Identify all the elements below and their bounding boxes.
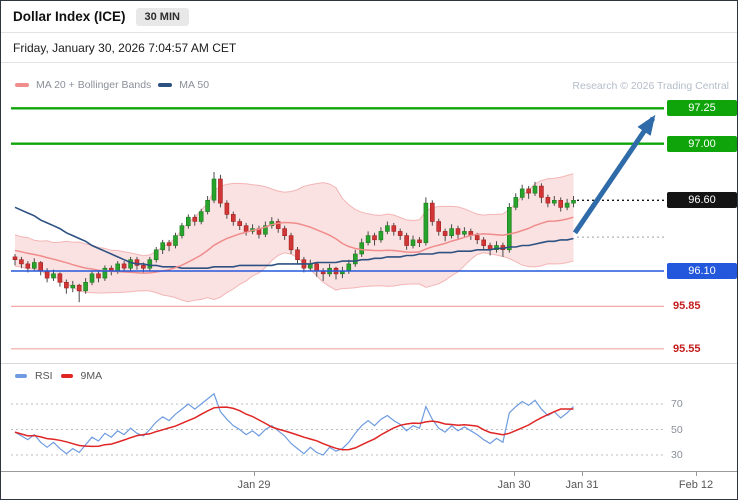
ma20-swatch-icon (15, 83, 29, 87)
timeframe-badge: 30 MIN (135, 7, 189, 26)
rsi-panel-section: RSI 9MA 70 50 30 (1, 363, 738, 472)
time-axis-tick (582, 471, 583, 476)
chart-datetime: Friday, January 30, 2026 7:04:57 AM CET (13, 40, 237, 55)
datetime-bar: Friday, January 30, 2026 7:04:57 AM CET (1, 33, 737, 63)
x-axis-label: Jan 29 (237, 479, 271, 491)
ma50-legend-label: MA 50 (179, 79, 210, 91)
x-axis-label: Jan 30 (497, 479, 531, 491)
rsi-ma-legend-label: 9MA (80, 370, 103, 382)
time-axis-tick (696, 471, 697, 476)
rsi-swatch-icon (15, 374, 27, 378)
rsi-legend-label: RSI (35, 370, 53, 382)
page-title: Dollar Index (ICE) (13, 9, 126, 24)
copyright-note: Research © 2026 Trading Central (572, 80, 729, 92)
time-axis-tick (254, 471, 255, 476)
header-bar: Dollar Index (ICE) 30 MIN (1, 1, 737, 33)
rsi-legend: RSI 9MA (15, 370, 102, 382)
price-chart-section: MA 20 + Bollinger Bands MA 50 Research ©… (1, 63, 738, 363)
price-chart-canvas[interactable] (1, 63, 738, 363)
x-axis-label: Jan 31 (565, 479, 599, 491)
x-axis-label: Feb 12 (678, 479, 714, 491)
price-legend: MA 20 + Bollinger Bands MA 50 (15, 79, 209, 91)
rsi-ma-swatch-icon (60, 374, 73, 378)
time-axis-tick (514, 471, 515, 476)
ma20-legend-label: MA 20 + Bollinger Bands (36, 79, 152, 91)
time-axis-line (1, 471, 737, 472)
time-axis: Jan 29 Jan 30 Jan 31 Feb 12 (1, 471, 737, 499)
ma50-swatch-icon (158, 83, 173, 87)
rsi-chart-canvas[interactable] (1, 364, 738, 472)
